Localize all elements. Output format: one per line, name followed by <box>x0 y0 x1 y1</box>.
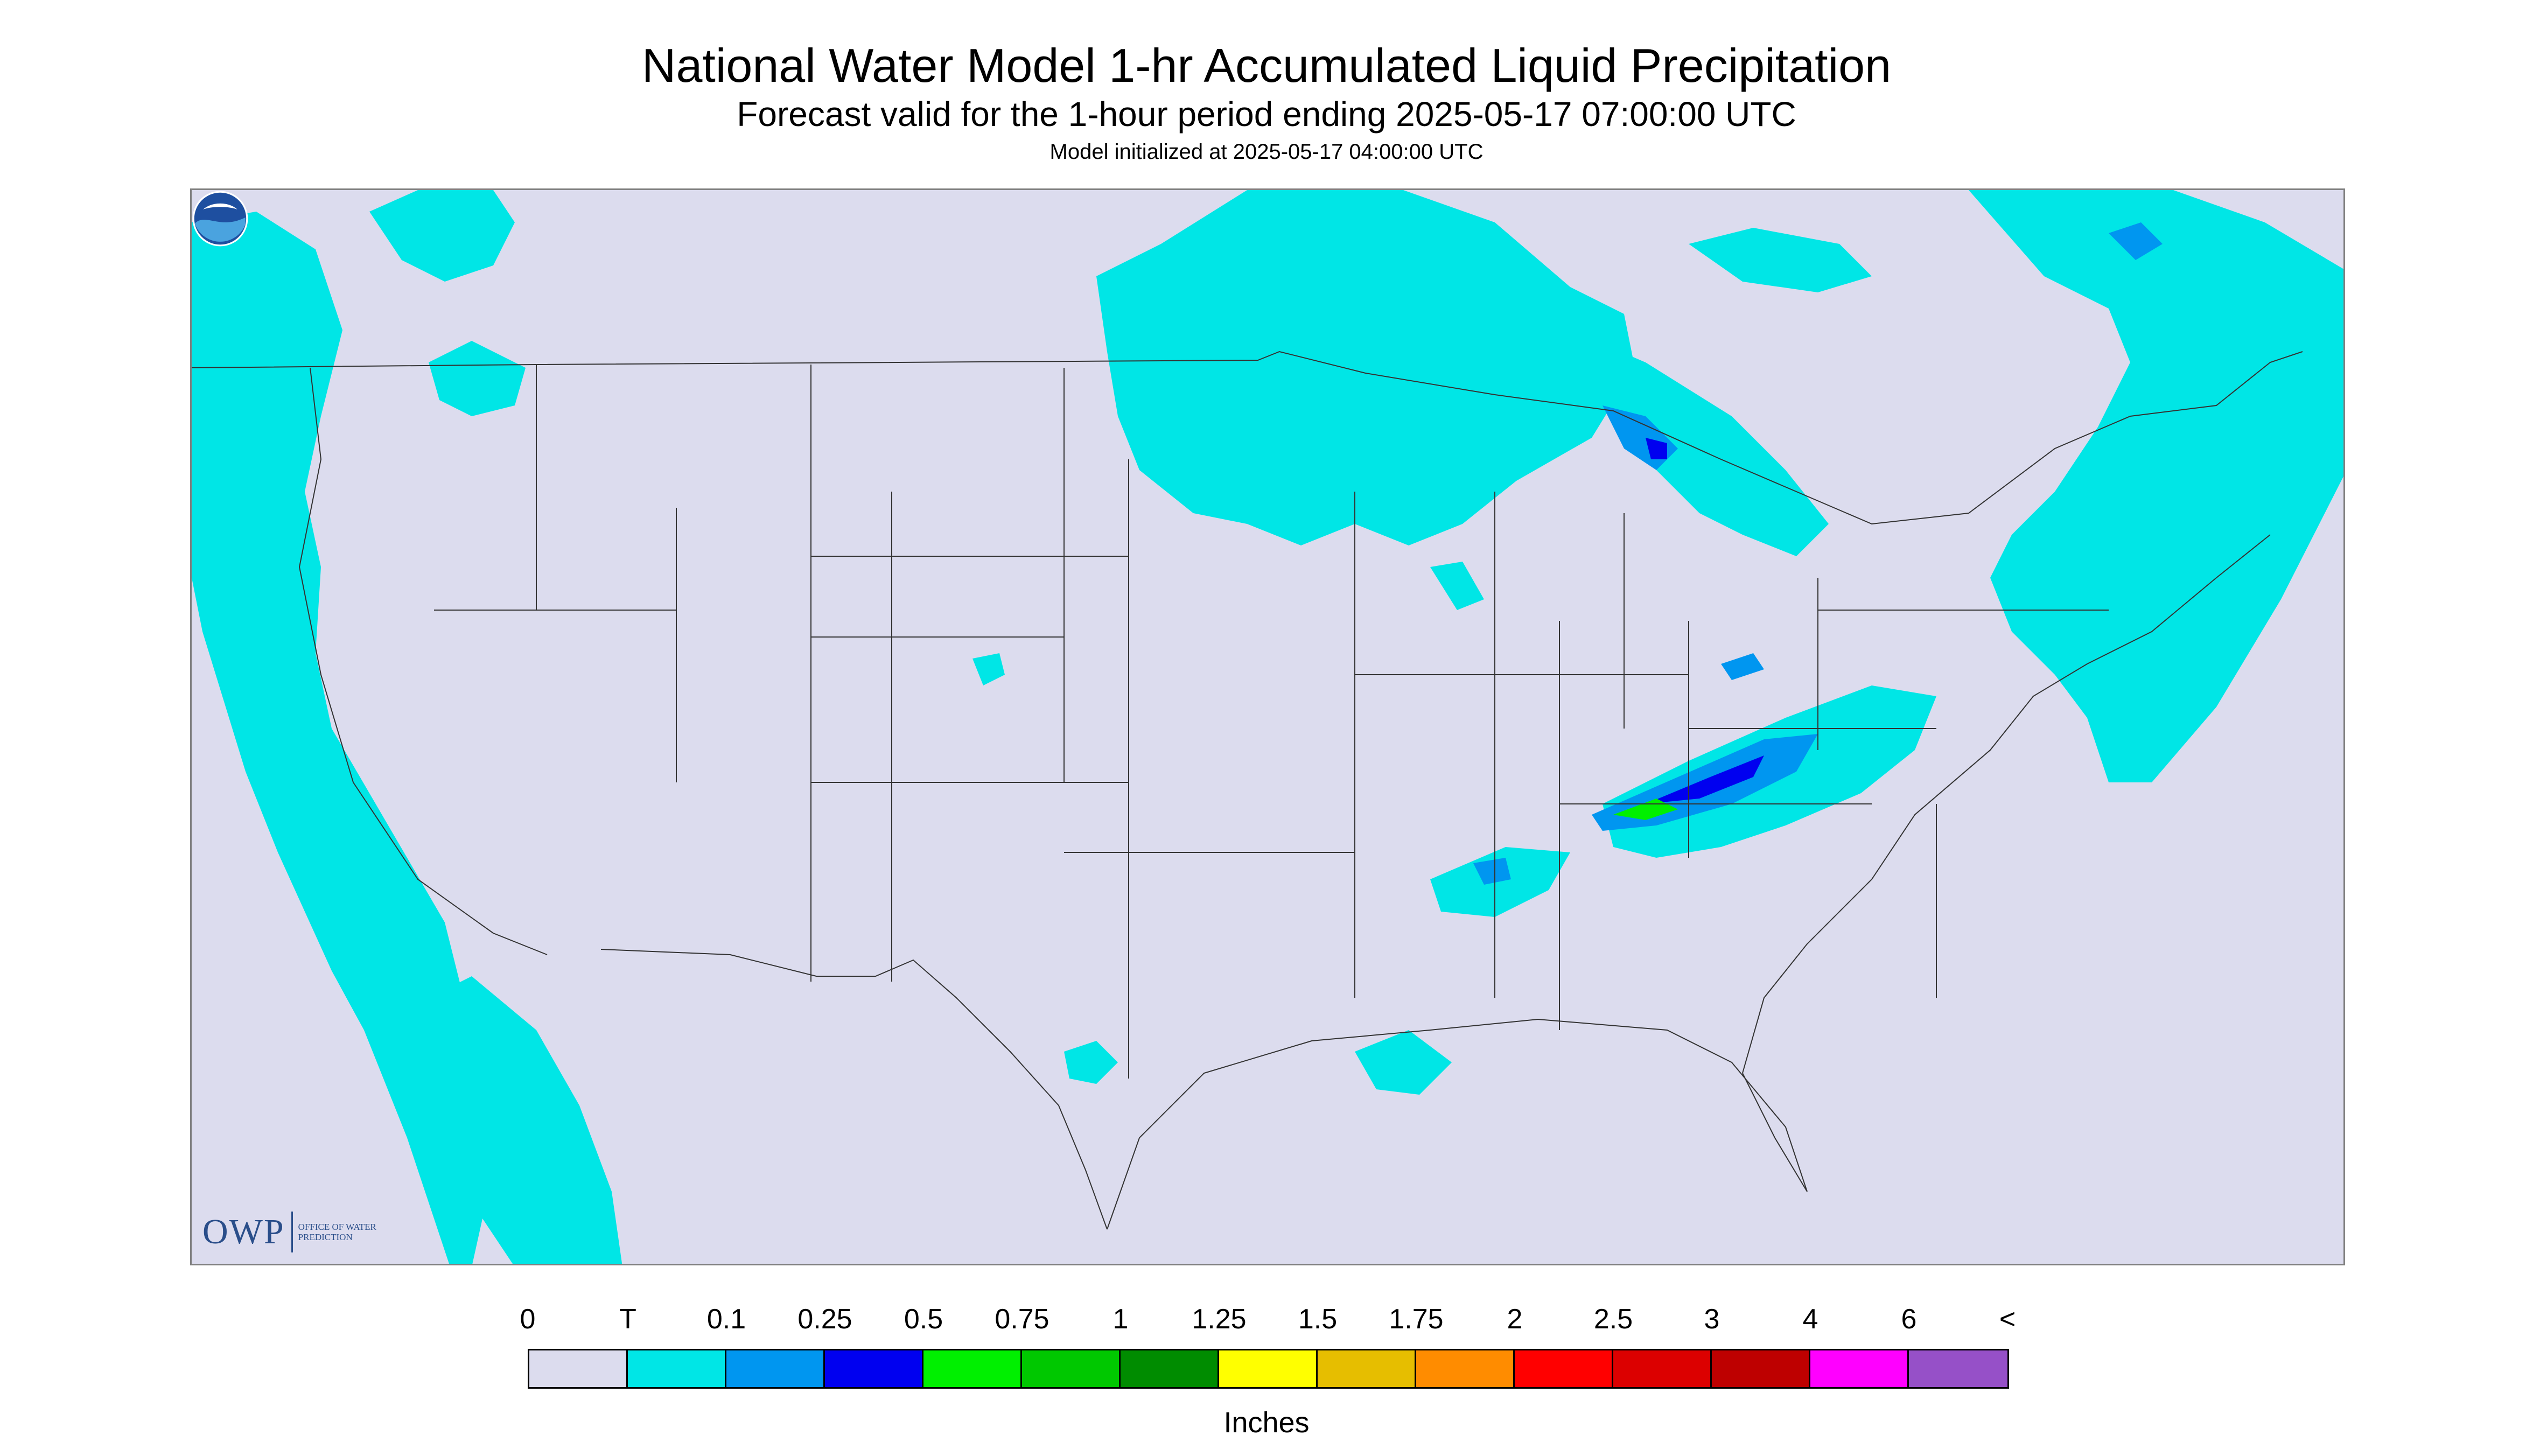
map-title: National Water Model 1-hr Accumulated Li… <box>641 39 1892 92</box>
mexico-us-border <box>600 949 1108 1230</box>
precip-upper-midwest <box>1096 190 1635 545</box>
legend-color-cell <box>923 1350 1022 1387</box>
precip-core-blue-dark <box>1646 755 1764 804</box>
legend-color-bar <box>528 1349 2009 1389</box>
legend-label: 0.5 <box>904 1304 943 1335</box>
legend-color-cell <box>1219 1350 1318 1387</box>
legend-label: 1.25 <box>1192 1304 1247 1335</box>
precip-canada-east <box>1689 228 1872 292</box>
precip-core-michigan-dark <box>1646 438 1667 459</box>
gulf-coast-line <box>1107 1018 1808 1230</box>
legend-color-cell <box>1022 1350 1121 1387</box>
noaa-logo-icon <box>192 191 248 247</box>
precip-new-england <box>1969 190 2343 782</box>
legend-color-cell <box>726 1350 825 1387</box>
legend-label: 1.5 <box>1298 1304 1338 1335</box>
forecast-valid-subtitle: Forecast valid for the 1-hour period end… <box>737 95 1796 134</box>
legend-label: 6 <box>1901 1304 1917 1335</box>
legend-color-cell <box>1810 1350 1909 1387</box>
precip-montana <box>429 341 526 416</box>
legend-color-cell <box>1318 1350 1416 1387</box>
precip-core-tennessee <box>1473 858 1511 885</box>
legend-color-cell <box>628 1350 726 1387</box>
precip-baja <box>407 976 622 1264</box>
atlantic-coast-line <box>1742 534 2271 1074</box>
canada-us-border <box>192 351 2303 525</box>
legend-color-cell <box>1909 1350 2007 1387</box>
owp-logo-mark: OWP <box>202 1212 293 1252</box>
legend-color-cell <box>1515 1350 1613 1387</box>
legend-label: 3 <box>1704 1304 1720 1335</box>
legend-label: 0 <box>520 1304 536 1335</box>
legend-color-cell <box>825 1350 923 1387</box>
legend-color-cell <box>1712 1350 1810 1387</box>
legend-label: < <box>1999 1304 2016 1335</box>
legend-label: T <box>619 1304 636 1335</box>
precip-great-lakes <box>1570 330 1829 556</box>
legend-label: 2 <box>1507 1304 1523 1335</box>
precip-colorado <box>972 653 1005 685</box>
legend-color-cell <box>1416 1350 1515 1387</box>
legend-label: 1 <box>1112 1304 1129 1335</box>
legend-label: 0.75 <box>995 1304 1049 1335</box>
precip-northwest-patch <box>369 190 515 282</box>
legend-label: 4 <box>1802 1304 1818 1335</box>
legend-label: 0.1 <box>706 1304 746 1335</box>
boundary-lines <box>192 351 2303 1230</box>
trace-precip-areas <box>192 190 2343 1264</box>
legend-units-label: Inches <box>1223 1406 1310 1439</box>
legend-color-cell <box>1121 1350 1219 1387</box>
model-init-text: Model initialized at 2025-05-17 04:00:00… <box>1049 140 1484 164</box>
precipitation-map: OWP OFFICE OF WATER PREDICTION <box>190 188 2345 1265</box>
legend-label: 1.75 <box>1389 1304 1444 1335</box>
precip-west-coast <box>192 212 493 1264</box>
precip-core-ohio-small <box>1721 653 1764 680</box>
legend-label: 0.25 <box>797 1304 852 1335</box>
map-canvas <box>192 190 2343 1264</box>
precip-iowa <box>1430 562 1484 610</box>
west-coast-line <box>298 367 548 955</box>
precip-gulf-coast <box>1355 1030 1452 1095</box>
owp-logo: OWP OFFICE OF WATER PREDICTION <box>202 1208 379 1256</box>
owp-logo-text: OFFICE OF WATER PREDICTION <box>298 1222 376 1242</box>
legend-color-cell <box>1613 1350 1712 1387</box>
legend-color-cell <box>529 1350 628 1387</box>
precip-core-new-england <box>2109 222 2163 260</box>
legend-label: 2.5 <box>1593 1304 1633 1335</box>
legend-labels: 0 T 0.1 0.25 0.5 0.75 1 1.25 1.5 1.75 2 … <box>0 1303 2533 1335</box>
precip-texas <box>1064 1041 1118 1084</box>
state-lines <box>434 365 2109 1079</box>
precip-tennessee <box>1430 847 1570 917</box>
